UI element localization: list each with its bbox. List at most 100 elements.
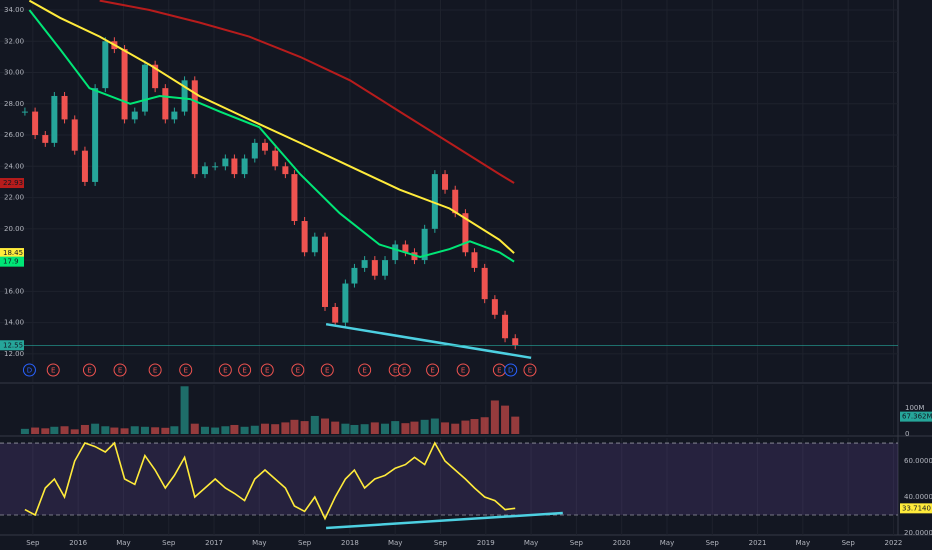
- event-label: E: [223, 367, 227, 375]
- candle: [222, 158, 229, 167]
- event-label: E: [497, 367, 501, 375]
- x-tick-label: May: [524, 539, 538, 547]
- volume-bar: [501, 405, 510, 434]
- x-tick-label: Sep: [842, 539, 856, 547]
- candle: [51, 95, 58, 143]
- x-tick-label: May: [796, 539, 810, 547]
- candle: [442, 174, 449, 190]
- volume-bar: [101, 426, 110, 434]
- volume-bar: [350, 424, 359, 434]
- event-label: D: [27, 367, 32, 375]
- volume-bar: [221, 426, 230, 434]
- candle: [181, 80, 188, 112]
- volume-bar: [300, 421, 309, 434]
- rsi-line: [24, 441, 516, 521]
- candle: [272, 150, 279, 167]
- volume-bar: [401, 423, 410, 434]
- volume-bar: [441, 422, 450, 434]
- price-tag: [0, 256, 24, 267]
- volume-bar: [391, 421, 400, 434]
- y-tick-label: 28.00: [4, 100, 24, 108]
- event-label: E: [325, 367, 329, 375]
- volume-bar: [80, 424, 89, 434]
- volume-bar: [470, 419, 479, 434]
- y-tick-label: 14.00: [4, 319, 24, 327]
- x-tick-label: May: [116, 539, 130, 547]
- candle: [212, 166, 219, 168]
- event-label: E: [183, 367, 187, 375]
- event-marker: [218, 363, 232, 377]
- volume-bar: [341, 423, 350, 434]
- volume-bar: [230, 424, 239, 434]
- candle: [322, 236, 329, 307]
- moving-average: [28, 9, 515, 263]
- y-tick-label: 40.0000: [904, 493, 932, 501]
- volume-bar: [430, 418, 439, 434]
- volume-bar: [420, 419, 429, 434]
- candle: [301, 221, 308, 253]
- volume-bar: [60, 426, 69, 434]
- x-tick-label: 2020: [613, 539, 631, 547]
- price-tag-label: 12.55: [3, 341, 23, 349]
- event-label: E: [87, 367, 91, 375]
- event-label: E: [242, 367, 246, 375]
- value-tag-label: 33.7140: [902, 504, 931, 512]
- x-tick-label: 2021: [749, 539, 767, 547]
- event-marker: [113, 363, 127, 377]
- candle: [361, 260, 368, 268]
- volume-bar: [151, 427, 160, 434]
- event-label: E: [362, 367, 366, 375]
- y-tick-label: 16.00: [4, 287, 24, 295]
- y-tick-label: 24.00: [4, 162, 24, 170]
- candle: [162, 88, 169, 120]
- candle: [392, 244, 399, 261]
- candle: [121, 49, 128, 120]
- volume-bar: [140, 426, 149, 434]
- candle: [311, 236, 318, 253]
- candle: [251, 142, 258, 159]
- candle: [191, 80, 198, 175]
- event-label: E: [296, 367, 300, 375]
- price-tag-label: 17.9: [3, 258, 19, 266]
- volume-bar: [381, 423, 390, 434]
- volume-bar: [170, 426, 179, 434]
- candle: [462, 213, 469, 253]
- x-tick-label: Sep: [162, 539, 176, 547]
- event-label: E: [153, 367, 157, 375]
- volume-bar: [290, 419, 299, 434]
- volume-bar: [190, 423, 199, 434]
- event-label: E: [430, 367, 434, 375]
- event-label: E: [393, 367, 397, 375]
- y-tick-label: 26.00: [4, 131, 24, 139]
- value-tag: [900, 411, 932, 422]
- candle: [152, 64, 159, 89]
- candle: [92, 88, 99, 182]
- volume-bar: [360, 424, 369, 434]
- candle: [471, 252, 478, 268]
- candle: [61, 95, 68, 120]
- price-tag-label: 22.93: [3, 179, 23, 187]
- candle: [371, 260, 378, 276]
- event-marker: [238, 363, 252, 377]
- volume-bar: [271, 424, 280, 434]
- y-tick-label: 12.00: [4, 350, 24, 358]
- event-marker: [82, 363, 96, 377]
- x-tick-label: Sep: [434, 539, 448, 547]
- y-tick-label: 30.00: [4, 69, 24, 77]
- candle: [102, 41, 109, 89]
- volume-bar: [120, 428, 129, 434]
- y-tick-label: 100M: [905, 404, 924, 412]
- x-tick-label: May: [388, 539, 402, 547]
- volume-bar: [31, 427, 40, 434]
- volume-bar: [41, 428, 50, 434]
- event-marker: [523, 363, 537, 377]
- volume-bar: [240, 426, 249, 434]
- candle: [141, 64, 148, 112]
- volume-bar: [211, 427, 220, 434]
- event-label: E: [51, 367, 55, 375]
- x-tick-label: Sep: [298, 539, 312, 547]
- candle: [171, 111, 178, 120]
- x-tick-label: 2019: [477, 539, 495, 547]
- candle: [402, 244, 409, 253]
- volume-bar: [250, 425, 259, 434]
